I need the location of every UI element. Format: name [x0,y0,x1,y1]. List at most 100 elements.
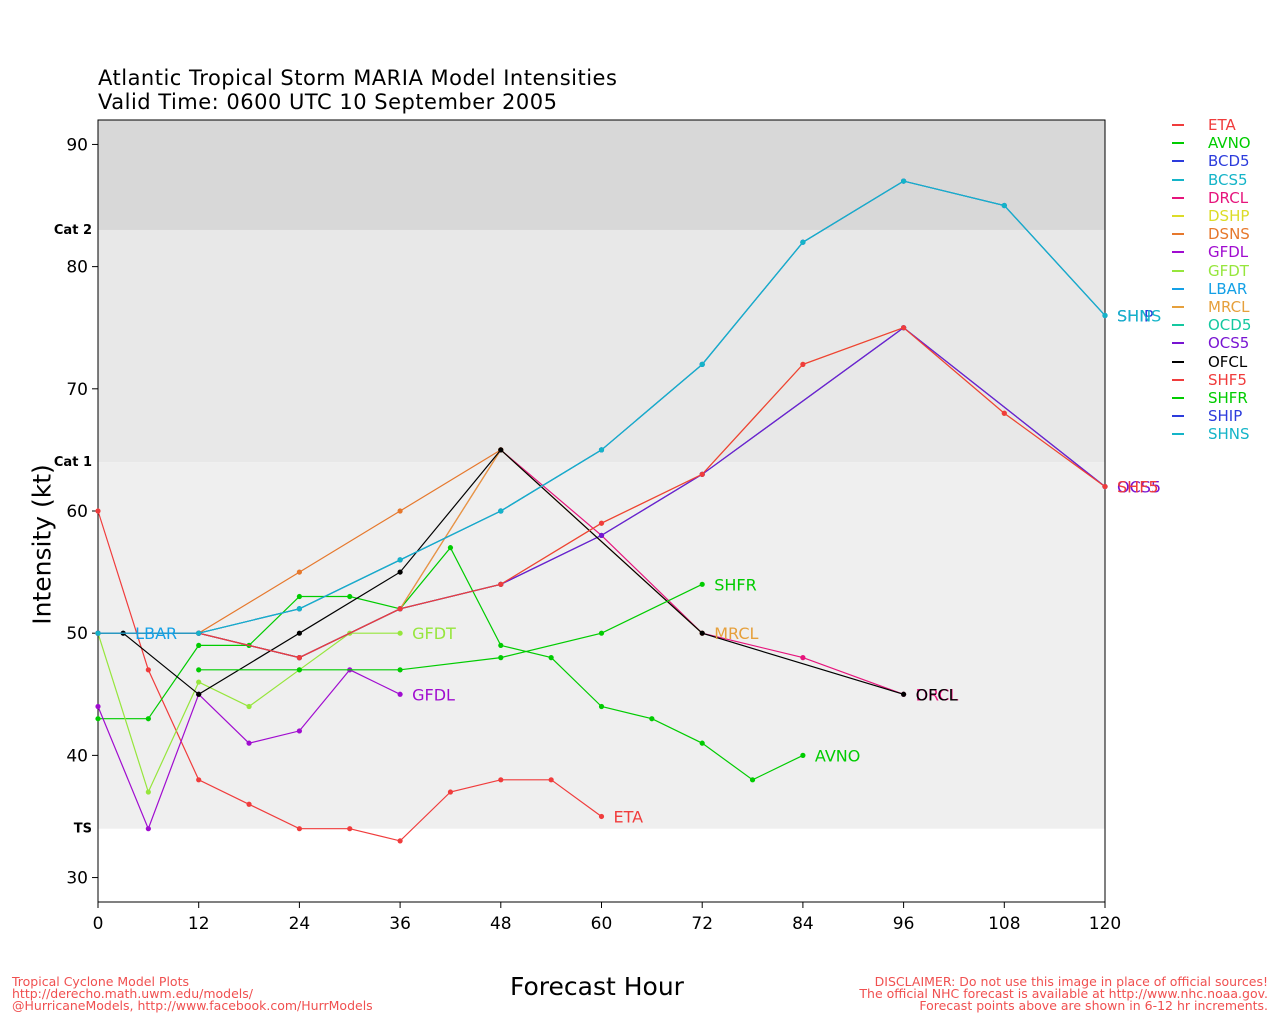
legend-label: OCS5 [1208,334,1250,353]
legend-label: SHF5 [1208,370,1247,389]
y-tick-label: 90 [66,135,88,155]
data-point-shns [95,630,101,636]
data-point-eta [347,826,353,832]
legend-swatch [1172,160,1184,163]
data-point-shf5 [800,361,806,367]
legend-item-eta: ETA [1172,116,1251,134]
data-point-eta [397,838,403,844]
data-point-eta [498,777,504,783]
x-tick-label: 84 [792,914,814,934]
chart-legend: ETA AVNO BCD5 BCS5 DRCL DSHP DSNS GFDL GFDT LBAR M… [1172,116,1251,443]
legend-swatch [1172,287,1184,290]
footer-disclaimer-line3: Forecast points above are shown in 6-12 … [919,998,1268,1013]
end-label-shfr: SHFR [714,575,757,594]
footer-disclaimer: DISCLAIMER: Do not use this image in pla… [859,975,1268,1013]
legend-item-gfdt: GFDT [1172,262,1251,280]
data-point-gfdl [95,703,101,710]
legend-swatch [1172,124,1184,127]
y-axis-label: Intensity (kt) [27,464,57,625]
x-tick-label: 72 [691,914,713,934]
footer-credits-line3: @HurricaneModels, http://www.facebook.co… [12,998,373,1013]
data-point-eta [196,777,202,783]
legend-label: DSHP [1208,207,1250,226]
data-point-shf5 [1001,410,1007,416]
end-label-drcl: DRCL [916,685,959,704]
data-point-shfr [598,630,605,636]
legend-item-ocd5: OCD5 [1172,316,1251,334]
x-tick-label: 96 [893,914,915,934]
end-label-eta: ETA [614,807,644,826]
data-point-shf5 [296,655,302,661]
legend-label: SHIP [1208,407,1243,426]
end-label-lbar: LBAR [135,624,177,643]
data-point-eta [447,789,454,795]
data-point-ofcl [699,630,705,636]
data-point-avno [296,593,302,600]
legend-label: BCD5 [1208,152,1250,171]
data-point-shns [1001,202,1007,209]
data-point-gfdt [196,679,202,685]
band-label: Cat 1 [54,455,92,470]
data-point-shfr [397,667,403,673]
x-tick-label: 60 [591,914,613,934]
data-point-gfdt [145,789,151,795]
data-point-shf5 [498,581,504,587]
legend-item-shf5: SHF5 [1172,371,1251,389]
data-point-shf5 [1102,483,1108,490]
legend-label: DRCL [1208,188,1249,207]
legend-swatch [1172,360,1184,363]
data-point-eta [95,508,101,514]
data-point-eta [296,826,302,832]
legend-item-avno: AVNO [1172,134,1251,152]
y-tick-label: 60 [66,502,88,522]
data-point-shns [397,557,403,563]
legend-label: DSNS [1208,225,1250,244]
legend-swatch [1172,433,1184,436]
data-point-shns [1102,312,1108,319]
data-point-eta [246,801,252,807]
legend-label: GFDT [1208,261,1249,280]
legend-label: BCS5 [1208,170,1248,189]
data-point-ofcl [196,691,202,697]
data-point-ofcl [498,447,504,453]
legend-swatch [1172,324,1184,327]
data-point-shf5 [901,325,907,331]
legend-swatch [1172,378,1184,381]
data-point-gfdl [397,691,403,697]
x-tick-label: 36 [389,914,411,934]
data-point-shns [901,178,907,184]
band-label: TS [74,822,92,837]
data-point-ofcl [397,569,403,575]
footer-disclaimer-line2: The official NHC forecast is available a… [859,986,1268,1001]
data-point-gfdt [397,630,403,636]
legend-item-shfr: SHFR [1172,389,1251,407]
data-point-gfdl [145,826,151,832]
data-point-shf5 [699,471,705,477]
data-point-shf5 [397,606,403,612]
data-point-shns [196,630,202,636]
x-tick-label: 24 [289,914,311,934]
legend-swatch [1172,396,1184,399]
data-point-gfdl [246,740,252,746]
chart-title: Atlantic Tropical Storm MARIA Model Inte… [98,66,618,90]
data-point-eta [598,813,605,820]
legend-swatch [1172,269,1184,272]
end-label-ocs5: OCS5 [1117,478,1161,497]
intensity-band [98,120,1105,230]
end-label-avno: AVNO [815,746,860,765]
band-label: Cat 2 [54,223,92,238]
data-point-ofcl [296,630,302,636]
legend-item-ocs5: OCS5 [1172,334,1251,352]
footer-credits: Tropical Cyclone Model Plots http://dere… [12,975,373,1013]
end-label-gfdl: GFDL [412,685,455,704]
legend-swatch [1172,178,1184,181]
x-tick-label: 120 [1089,914,1121,934]
legend-swatch [1172,342,1184,345]
data-point-eta [548,777,554,783]
legend-label: OCD5 [1208,316,1252,335]
legend-label: SHFR [1208,388,1248,407]
legend-item-gfdl: GFDL [1172,243,1251,261]
data-point-avno [145,716,151,722]
end-label-shns: SHNS [1117,307,1161,326]
